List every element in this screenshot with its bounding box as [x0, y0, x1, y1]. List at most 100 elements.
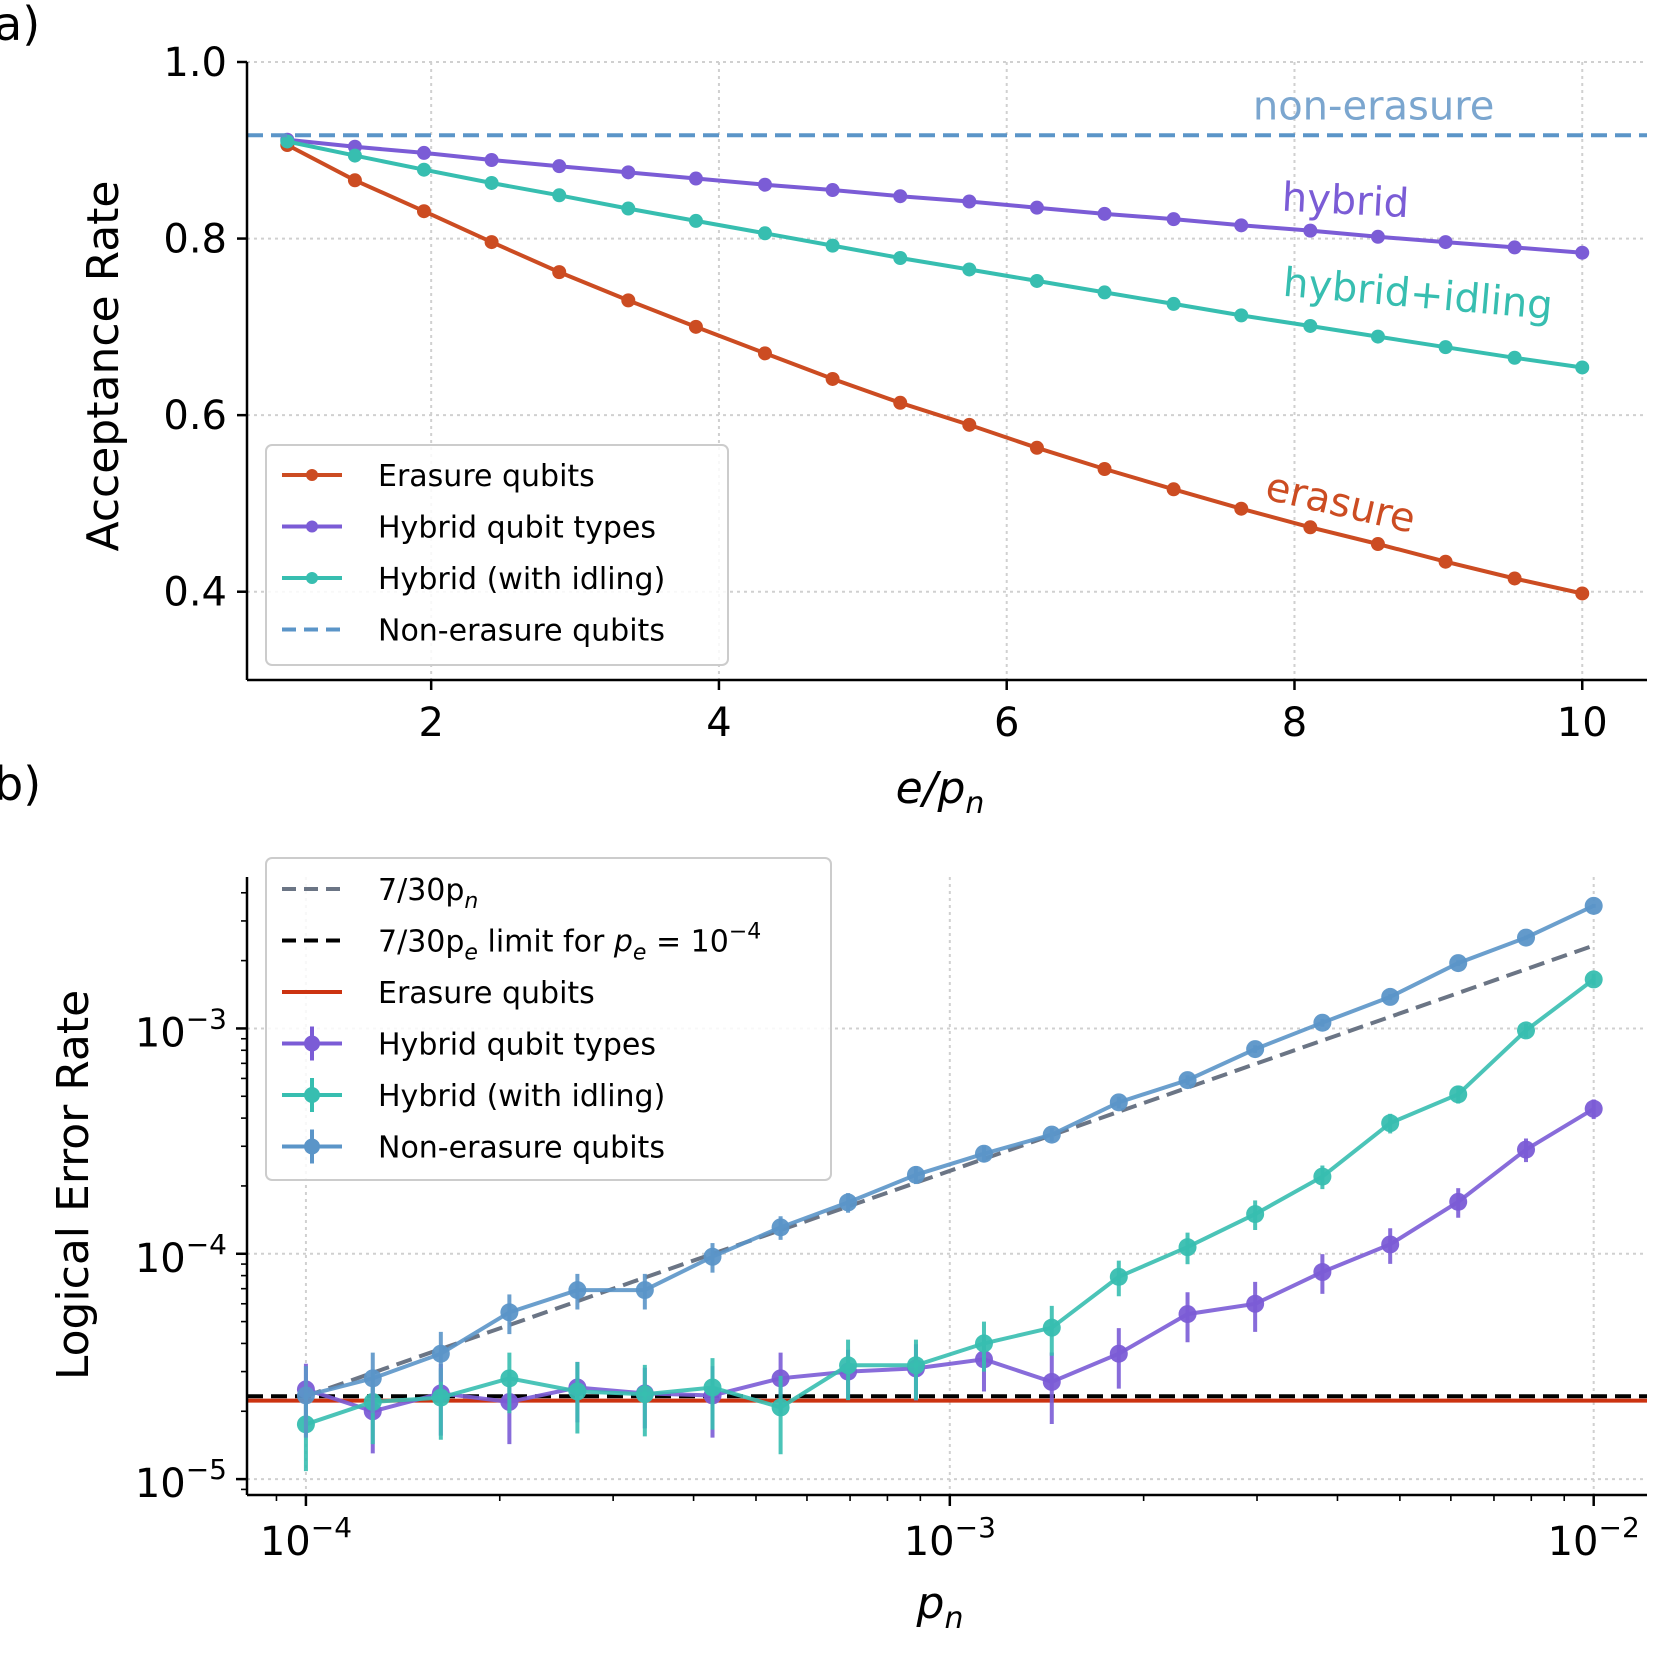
panel-b-hybrid-qubit-types-point	[1042, 1372, 1061, 1391]
panel-a-annotation-hybrid-idling: hybrid+idling	[1281, 260, 1554, 329]
panel-b-legend-hybrid-with-idling-label: Hybrid (with idling)	[378, 1079, 665, 1114]
panel-a-erasure-qubits-point	[1234, 501, 1249, 516]
panel-a-x-axis-label-main: e/p	[896, 763, 966, 814]
panel-b-non-erasure-qubits-point	[1313, 1013, 1332, 1032]
panel-b-hybrid-with-idling-point	[839, 1356, 858, 1375]
panel-b-x-axis-label-sub: n	[944, 1601, 963, 1636]
panel-a-y-tick-label: 0.8	[163, 217, 227, 263]
panel-a-legend-hybrid-with-idling-marker	[306, 572, 318, 584]
panel-a-annotation-hybrid: hybrid	[1281, 175, 1411, 228]
panel-b-legend-box	[265, 857, 832, 1181]
panel-a-x-tick-label: 8	[1282, 700, 1307, 746]
panel-b-hybrid-qubit-types-point	[1246, 1294, 1265, 1313]
panel-a-axes: 2 4 6 8 10 0.4 0.6 0.8 1.0	[163, 40, 1647, 746]
panel-b-legend-erasure-qubits-label: Erasure qubits	[378, 976, 595, 1011]
panel-b-x-tick-label: 10−3	[904, 1511, 996, 1565]
panel-b-label: b)	[0, 757, 41, 811]
panel-b-axes: 10−4 10−3 10−210−510−410−3	[135, 877, 1647, 1565]
panel-a-erasure-qubits-point	[825, 371, 840, 386]
panel-a-hybrid-qubit-types-point	[1575, 245, 1590, 260]
panel-b-hybrid-with-idling-point	[1042, 1318, 1061, 1337]
panel-b-x-axis-label: pn	[916, 1578, 964, 1636]
panel-a-hybrid-with-idling-point	[1370, 329, 1385, 344]
panel-a-hybrid-qubit-types-point	[1234, 218, 1249, 233]
panel-a-hybrid-qubit-types-point	[1507, 240, 1522, 255]
panel-a-label: a)	[0, 0, 40, 51]
panel-a-hybrid-with-idling-point	[1234, 308, 1249, 323]
panel-a-erasure-qubits-point	[1166, 482, 1181, 497]
panel-b-legend-7-30pe-limit-for-label-end: = 10	[646, 925, 728, 960]
panel-a-hybrid-with-idling-point	[1097, 285, 1112, 300]
panel-a-hybrid-with-idling-point	[347, 148, 362, 163]
panel-a-y-tick-label: 0.6	[163, 393, 227, 439]
panel-a-legend-erasure-qubits-marker	[306, 469, 318, 481]
panel-b-non-erasure-qubits-point	[568, 1281, 587, 1300]
panel-a-acceptance-rate-chart: a) non-erasure hybrid hybrid+idling erasure…	[0, 0, 1647, 821]
panel-b-y-tick-label-exponent: −4	[186, 1228, 227, 1261]
panel-a-erasure-qubits-point	[1370, 537, 1385, 552]
panel-b-hybrid-qubit-types-point	[1178, 1305, 1197, 1324]
panel-a-legend-erasure-qubits-label: Erasure qubits	[378, 459, 595, 494]
panel-b-hybrid-with-idling-line	[305, 977, 1595, 1427]
panel-b-hybrid-with-idling-point	[500, 1369, 519, 1388]
panel-b-non-erasure-qubits-point	[363, 1369, 382, 1388]
panel-a-x-tick-label: 2	[418, 700, 443, 746]
panel-a-legend-non-erasure-qubits-label: Non-erasure qubits	[378, 614, 665, 649]
panel-b-legend-hybrid-with-idling-marker	[304, 1087, 320, 1103]
panel-a-hybrid-with-idling-point	[962, 262, 977, 277]
panel-b-legend-7-30pn-label: 7/30pn	[378, 873, 478, 914]
panel-b-x-tick-label-base: 10	[904, 1519, 955, 1565]
panel-a-erasure-qubits-point	[757, 346, 772, 361]
panel-a-x-axis-label-sub: n	[965, 786, 984, 821]
panel-a-y-axis-label: Acceptance Rate	[78, 181, 129, 552]
panel-b-hybrid-with-idling-point	[635, 1385, 654, 1404]
panel-a-annotations: non-erasure hybrid hybrid+idling erasure	[1253, 83, 1555, 542]
panel-b-hybrid-with-idling-point	[1381, 1114, 1400, 1133]
panel-b-legend-non-erasure-qubits-label: Non-erasure qubits	[378, 1131, 665, 1166]
panel-b-non-erasure-qubits-point	[1381, 987, 1400, 1006]
panel-b-7-30p-n-line	[305, 943, 1595, 1399]
panel-b-hybrid-with-idling-point	[703, 1378, 722, 1397]
panel-a-erasure-qubits-point	[552, 265, 567, 280]
panel-a-erasure-qubits-line	[286, 143, 1583, 596]
panel-a-hybrid-qubit-types-point	[552, 159, 567, 174]
panel-a-annotation-non-erasure: non-erasure	[1253, 83, 1495, 129]
panel-b-legend-7-30pe-limit-for-label-tail: limit for	[478, 925, 614, 960]
panel-b-legend-7-30pn-label-main: 7/30p	[378, 873, 464, 908]
panel-a-hybrid-qubit-types-point	[1438, 235, 1453, 250]
panel-b-x-tick-label-exponent: −4	[311, 1511, 352, 1544]
panel-b-hybrid-with-idling-point	[906, 1356, 925, 1375]
panel-a-hybrid-qubit-types-point	[962, 194, 977, 209]
panel-b-legend-7-30pe-limit-for-label-main: 7/30p	[378, 925, 464, 960]
panel-a-hybrid-with-idling-point	[1166, 296, 1181, 311]
panel-b-hybrid-qubit-types-point	[1449, 1192, 1468, 1211]
panel-b-hybrid-qubit-types-point	[1109, 1344, 1128, 1363]
panel-b-non-erasure-qubits-point	[1042, 1125, 1061, 1144]
panel-a-hybrid-with-idling-point	[893, 250, 908, 265]
panel-b-hybrid-qubit-types-point	[1313, 1263, 1332, 1282]
panel-b-y-tick-label-exponent: −5	[186, 1453, 227, 1486]
panel-a-erasure-qubits-point	[347, 173, 362, 188]
panel-b-hybrid-with-idling-point	[1449, 1085, 1468, 1104]
panel-b-hybrid-with-idling-point	[568, 1382, 587, 1401]
panel-b-hybrid-qubit-types-point	[1584, 1099, 1603, 1118]
panel-b-x-axis-label-main: p	[916, 1578, 945, 1629]
panel-a-hybrid-qubit-types-point	[1097, 206, 1112, 221]
panel-a-hybrid-qubit-types-point	[621, 165, 636, 180]
panel-b-legend-7-30pe-limit-for-label-sup: −4	[729, 920, 761, 945]
panel-a-hybrid-qubit-types-point	[1166, 212, 1181, 227]
panel-a-x-axis-label: e/pn	[896, 763, 985, 821]
panel-a-hybrid-qubit-types-point	[893, 189, 908, 204]
panel-b-hybrid-with-idling-point	[771, 1398, 790, 1417]
panel-a-hybrid-qubit-types-point	[484, 152, 499, 167]
panel-a-legend-hybrid-with-idling-label: Hybrid (with idling)	[378, 562, 665, 597]
panel-a-erasure-qubits-point	[1438, 554, 1453, 569]
panel-a-hybrid-qubit-types-point	[416, 145, 431, 160]
panel-b-x-tick-label-exponent: −2	[1599, 1511, 1640, 1544]
panel-a-hybrid-qubit-types-point	[757, 177, 772, 192]
panel-b-non-erasure-qubits-point	[1449, 954, 1468, 973]
panel-a-erasure-qubits-point	[1029, 440, 1044, 455]
panel-b-x-tick-label-base: 10	[260, 1519, 311, 1565]
panel-a-legend-hybrid-qubit-types-marker	[306, 520, 318, 533]
